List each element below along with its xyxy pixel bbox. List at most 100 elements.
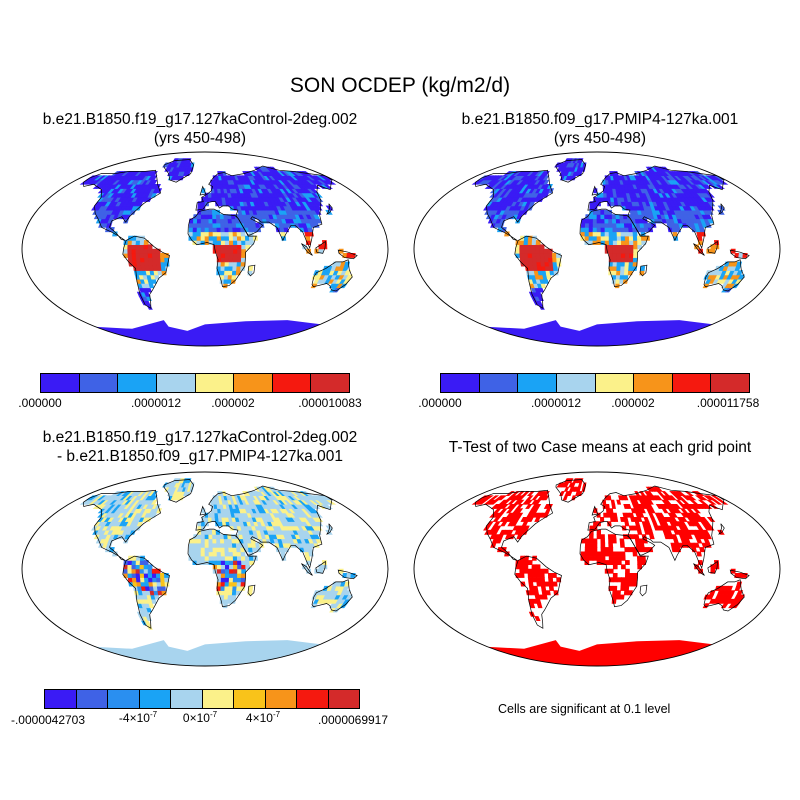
grid-cell <box>523 525 530 531</box>
grid-cell <box>233 248 238 254</box>
grid-cell <box>216 542 222 548</box>
grid-cell <box>705 495 717 501</box>
grid-cell <box>216 222 222 228</box>
grid-cell <box>224 222 229 228</box>
grid-cell <box>187 158 192 164</box>
grid-cell <box>623 590 629 596</box>
grid-cell <box>623 495 629 501</box>
grid-cell <box>624 573 630 578</box>
grid-cell <box>612 235 618 241</box>
grid-cell <box>208 214 213 220</box>
grid-cell <box>624 227 630 233</box>
grid-cell <box>232 227 238 233</box>
grid-cell <box>196 547 202 553</box>
grid-cell <box>672 538 679 544</box>
grid-cell <box>596 227 602 233</box>
grid-cell <box>160 257 166 263</box>
grid-cell <box>208 551 214 557</box>
grid-cell <box>546 503 553 509</box>
grid-cell <box>592 227 598 233</box>
grid-cell <box>228 577 234 583</box>
grid-cell <box>593 201 598 207</box>
coastline <box>707 240 718 254</box>
grid-cell <box>192 551 198 557</box>
grid-cell <box>623 222 629 228</box>
colorbar-swatch <box>139 690 171 708</box>
panel1-title: b.e21.B1850.f19_g17.127kaControl-2deg.00… <box>0 110 400 148</box>
grid-cell <box>212 244 218 250</box>
grid-cell <box>528 581 534 587</box>
grid-cell <box>620 235 626 241</box>
grid-cell <box>219 538 225 544</box>
colorbar-control <box>40 373 350 393</box>
grid-cell <box>620 585 626 591</box>
grid-cell <box>684 491 694 497</box>
grid-cell <box>703 538 711 544</box>
colorbar-swatch <box>272 374 312 392</box>
grid-cell <box>208 538 214 544</box>
grid-cell <box>510 491 520 497</box>
grid-cell <box>519 253 525 258</box>
grid-cell <box>204 538 210 544</box>
grid-cell <box>588 555 594 561</box>
grid-cell <box>624 585 630 591</box>
grid-cell <box>232 547 238 553</box>
grid-cell <box>220 590 226 596</box>
colorbar-pmip4-label-max: .000011758 <box>696 396 760 410</box>
grid-cell <box>207 196 213 202</box>
panel2-title-line1: b.e21.B1850.f09_g17.PMIP4-127ka.001 <box>461 111 739 128</box>
grid-cell <box>208 227 214 233</box>
grid-cell <box>232 257 238 263</box>
grid-cell <box>232 235 238 241</box>
colorbar-swatch <box>672 374 712 392</box>
coastline <box>475 489 554 561</box>
grid-cell <box>200 214 206 220</box>
grid-cell <box>726 585 733 591</box>
grid-cell <box>612 244 618 250</box>
grid-cell <box>616 261 622 267</box>
coastline <box>729 569 750 580</box>
grid-cell <box>196 555 202 561</box>
significance-note: Cells are significant at 0.1 level <box>498 702 671 716</box>
grid-cell <box>155 573 161 578</box>
grid-cell <box>515 508 524 514</box>
grid-cell <box>135 248 141 254</box>
grid-cell <box>493 521 501 527</box>
grid-cell <box>232 253 238 258</box>
grid-cell <box>232 560 238 565</box>
grid-cell <box>220 261 226 267</box>
grid-cell <box>151 253 157 258</box>
grid-cell <box>706 516 716 522</box>
coastline <box>703 579 745 612</box>
grid-cell <box>620 240 626 245</box>
map-pmip4 <box>413 151 781 347</box>
grid-cell <box>534 503 542 509</box>
colorbar-swatch <box>195 374 235 392</box>
grid-cell <box>548 581 554 587</box>
grid-cell <box>201 521 206 527</box>
grid-cell <box>220 240 226 245</box>
grid-cell <box>632 551 638 557</box>
colorbar-swatch <box>171 690 203 708</box>
grid-cell <box>596 529 601 535</box>
coastline <box>475 169 554 241</box>
grid-cell <box>592 547 598 553</box>
grid-cell <box>519 568 525 574</box>
grid-cell <box>200 235 206 241</box>
colorbar-swatch <box>41 374 80 392</box>
grid-cell <box>579 478 584 484</box>
grid-cell <box>552 265 558 271</box>
grid-cell <box>192 235 198 241</box>
grid-cell <box>483 495 494 501</box>
map-border <box>413 471 781 667</box>
grid-cell <box>531 253 537 258</box>
grid-cell <box>633 244 639 250</box>
grid-cell <box>519 573 525 578</box>
grid-cell <box>616 240 622 245</box>
grid-cell <box>151 278 157 284</box>
grid-cell <box>639 542 645 548</box>
coastline <box>326 203 333 215</box>
grid-cell <box>196 551 202 557</box>
map-ttest <box>413 471 781 667</box>
grid-cell <box>737 594 746 600</box>
